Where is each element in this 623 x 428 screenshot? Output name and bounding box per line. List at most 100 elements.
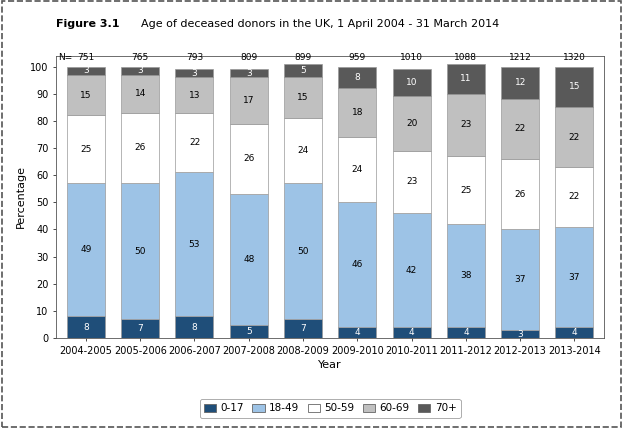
Text: 8: 8 [354, 73, 360, 82]
Text: 46: 46 [351, 260, 363, 269]
Bar [230, 194, 268, 324]
Text: 15: 15 [297, 93, 309, 102]
Text: 765: 765 [131, 54, 149, 62]
Text: 5: 5 [300, 66, 306, 75]
Bar [501, 99, 539, 159]
Text: 38: 38 [460, 271, 472, 280]
Text: 8: 8 [192, 323, 197, 332]
Bar [284, 183, 322, 319]
Bar [67, 116, 105, 183]
Text: 959: 959 [349, 54, 366, 62]
Text: 49: 49 [80, 245, 92, 254]
Text: 50: 50 [297, 247, 309, 256]
Bar [338, 66, 376, 88]
Text: 23: 23 [406, 178, 417, 187]
Text: 3: 3 [83, 66, 89, 75]
Text: 20: 20 [406, 119, 417, 128]
Bar [121, 183, 159, 319]
Bar [67, 74, 105, 116]
Text: 25: 25 [80, 145, 92, 154]
Bar [501, 330, 539, 338]
Bar [338, 202, 376, 327]
Bar [230, 124, 268, 194]
Bar [284, 77, 322, 118]
Text: 3: 3 [517, 330, 523, 339]
Text: 22: 22 [569, 192, 580, 202]
Text: 48: 48 [243, 255, 254, 264]
Bar [392, 327, 430, 338]
Text: 4: 4 [354, 328, 360, 337]
Bar [230, 77, 268, 124]
Text: 809: 809 [240, 54, 257, 62]
Text: Figure 3.1: Figure 3.1 [56, 19, 120, 29]
Bar [501, 159, 539, 229]
Text: 50: 50 [135, 247, 146, 256]
Text: 14: 14 [135, 89, 146, 98]
Text: 1088: 1088 [454, 54, 477, 62]
Text: 17: 17 [243, 96, 255, 105]
Text: 1320: 1320 [563, 54, 586, 62]
Bar [176, 316, 214, 338]
Bar [447, 224, 485, 327]
Bar [67, 183, 105, 316]
Bar [556, 107, 594, 167]
Bar [447, 94, 485, 156]
Bar [447, 64, 485, 94]
Bar [176, 113, 214, 172]
Bar [176, 172, 214, 316]
Bar [556, 66, 594, 107]
Text: 26: 26 [515, 190, 526, 199]
Text: 8: 8 [83, 323, 89, 332]
Text: 751: 751 [77, 54, 95, 62]
Bar [338, 88, 376, 137]
Bar [392, 69, 430, 96]
Text: 26: 26 [243, 155, 254, 163]
Text: 7: 7 [137, 324, 143, 333]
Text: 899: 899 [295, 54, 312, 62]
Bar [67, 66, 105, 74]
Text: 37: 37 [569, 273, 580, 282]
Bar [121, 74, 159, 113]
Text: 23: 23 [460, 120, 472, 129]
Text: 10: 10 [406, 78, 417, 87]
Text: 15: 15 [80, 91, 92, 100]
Bar [284, 319, 322, 338]
Bar [230, 324, 268, 338]
Text: Age of deceased donors in the UK, 1 April 2004 - 31 March 2014: Age of deceased donors in the UK, 1 Apri… [141, 19, 499, 29]
Text: 42: 42 [406, 266, 417, 275]
Text: 3: 3 [246, 69, 252, 78]
Text: 3: 3 [192, 69, 197, 78]
Text: 24: 24 [352, 165, 363, 174]
Bar [447, 327, 485, 338]
Y-axis label: Percentage: Percentage [16, 165, 26, 229]
Text: 4: 4 [409, 328, 414, 337]
X-axis label: Year: Year [318, 360, 342, 370]
Bar [338, 327, 376, 338]
Text: 11: 11 [460, 74, 472, 83]
Bar [501, 66, 539, 99]
Bar [556, 227, 594, 327]
Bar [121, 319, 159, 338]
Text: 4: 4 [572, 328, 578, 337]
Text: 25: 25 [460, 186, 472, 195]
Text: 22: 22 [515, 125, 526, 134]
Bar [67, 316, 105, 338]
Text: 37: 37 [515, 275, 526, 284]
Bar [501, 229, 539, 330]
Text: N=: N= [58, 54, 72, 62]
Bar [392, 96, 430, 151]
Text: 26: 26 [135, 143, 146, 152]
Text: 3: 3 [137, 66, 143, 75]
Bar [447, 156, 485, 224]
Text: 7: 7 [300, 324, 306, 333]
Text: 12: 12 [515, 78, 526, 87]
Bar [338, 137, 376, 202]
Bar [284, 64, 322, 77]
Bar [176, 77, 214, 113]
Legend: 0-17, 18-49, 50-59, 60-69, 70+: 0-17, 18-49, 50-59, 60-69, 70+ [200, 399, 460, 418]
Text: 793: 793 [186, 54, 203, 62]
Text: 13: 13 [189, 91, 200, 100]
Text: 5: 5 [246, 327, 252, 336]
Text: 1212: 1212 [509, 54, 531, 62]
Bar [121, 113, 159, 183]
